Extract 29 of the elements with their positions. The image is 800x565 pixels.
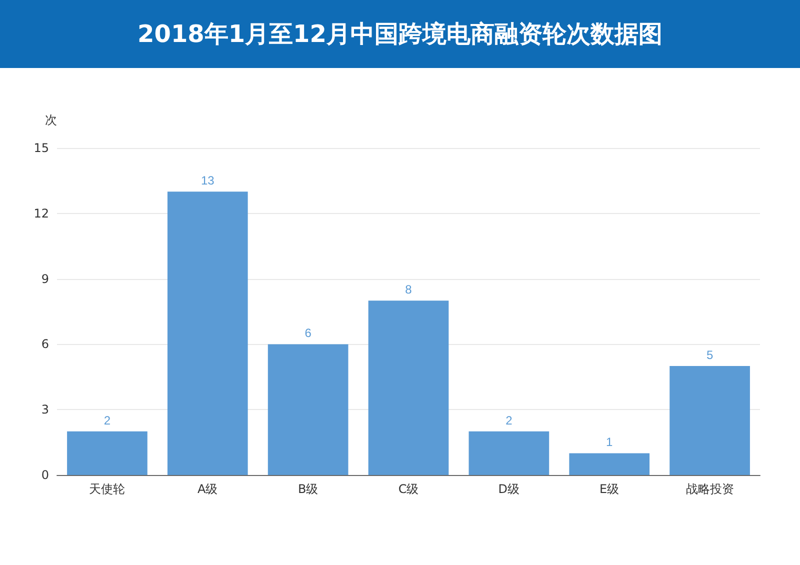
bar (569, 453, 650, 475)
data-label: 2 (104, 413, 111, 428)
data-label: 2 (506, 413, 513, 428)
data-label: 1 (606, 435, 614, 450)
x-tick-label: A级 (198, 482, 218, 496)
data-label: 8 (405, 282, 412, 297)
bar (268, 344, 348, 475)
bar (468, 431, 550, 475)
x-tick-label: 战略投资 (686, 482, 734, 496)
x-tick-label: D级 (498, 482, 520, 496)
y-tick-label: 15 (34, 141, 49, 155)
data-label: 6 (304, 326, 312, 340)
y-tick-label: 0 (41, 468, 49, 482)
bar (670, 366, 750, 475)
data-label: 13 (200, 174, 215, 188)
y-axis-title: 次 (45, 113, 57, 127)
data-label: 5 (706, 348, 714, 362)
x-tick-label: C级 (398, 482, 419, 496)
bar (67, 431, 148, 475)
chart-title: 2018年1月至12月中国跨境电商融资轮次数据图 (0, 0, 800, 68)
x-tick-label: E级 (600, 482, 620, 496)
y-tick-label: 12 (34, 206, 49, 220)
x-tick-label: B级 (298, 482, 318, 496)
y-tick-label: 6 (41, 337, 49, 352)
y-tick-label: 3 (41, 402, 49, 417)
x-tick-label: 天使轮 (89, 482, 126, 496)
bar (167, 192, 248, 475)
y-tick-label: 9 (41, 272, 49, 286)
bar (368, 300, 449, 475)
